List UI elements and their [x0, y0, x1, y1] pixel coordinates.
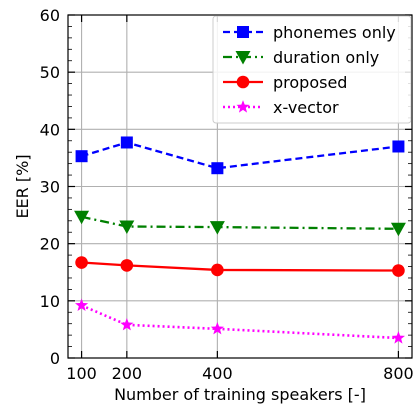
- y-tick-label: 60: [40, 6, 60, 25]
- x-tick-label: 100: [66, 364, 97, 383]
- y-tick-label: 50: [40, 63, 60, 82]
- data-point: [75, 256, 88, 269]
- y-tick-label: 20: [40, 235, 60, 254]
- series-line: [81, 215, 399, 230]
- legend: phonemes only duration only proposed x-vect…: [212, 15, 412, 124]
- data-point: [392, 264, 405, 277]
- legend-marker: [237, 26, 249, 38]
- legend-label: phonemes only: [273, 23, 396, 42]
- legend-marker: [236, 100, 250, 113]
- x-axis-label: Number of training speakers [-]: [114, 385, 366, 404]
- data-point: [120, 317, 134, 331]
- y-tick-label: 10: [40, 292, 60, 311]
- series-x-vector: [75, 298, 405, 344]
- data-point: [209, 221, 225, 235]
- legend-marker: [236, 75, 250, 89]
- series-duration-only: [74, 210, 406, 237]
- legend-item: phonemes only: [223, 23, 396, 42]
- data-point: [75, 150, 88, 163]
- legend-item: duration only: [223, 48, 379, 67]
- y-tick-label: 40: [40, 120, 60, 139]
- legend-item: x-vector: [223, 98, 339, 117]
- legend-marker: [235, 51, 251, 65]
- data-point: [74, 210, 90, 225]
- x-tick-label: 200: [112, 364, 143, 383]
- data-point: [75, 298, 89, 311]
- y-axis-label: EER [%]: [13, 154, 32, 218]
- legend-label: proposed: [273, 73, 347, 92]
- legend-box: [212, 15, 412, 124]
- x-tick-label: 800: [383, 364, 414, 383]
- series-line: [81, 304, 399, 340]
- data-point: [391, 331, 405, 344]
- data-point: [211, 162, 224, 175]
- legend-label: duration only: [273, 48, 379, 67]
- data-point: [120, 136, 133, 149]
- data-point: [119, 220, 135, 235]
- y-tick-label: 0: [50, 349, 60, 368]
- series-layer: [74, 136, 406, 344]
- series-proposed: [75, 256, 405, 277]
- data-point: [120, 259, 134, 272]
- data-point: [392, 140, 405, 153]
- y-tick-label: 30: [40, 178, 60, 197]
- data-point: [211, 263, 224, 277]
- axis-ticks: 0 10 20 30 40 50 60 100 200 400 800: [40, 6, 414, 383]
- data-point: [390, 222, 406, 237]
- legend-item: proposed: [223, 73, 347, 92]
- series-line: [81, 141, 399, 170]
- x-tick-label: 400: [202, 364, 233, 383]
- series-line: [81, 261, 399, 272]
- series-phonemes-only: [75, 136, 405, 175]
- legend-label: x-vector: [273, 98, 339, 117]
- data-point: [210, 321, 224, 335]
